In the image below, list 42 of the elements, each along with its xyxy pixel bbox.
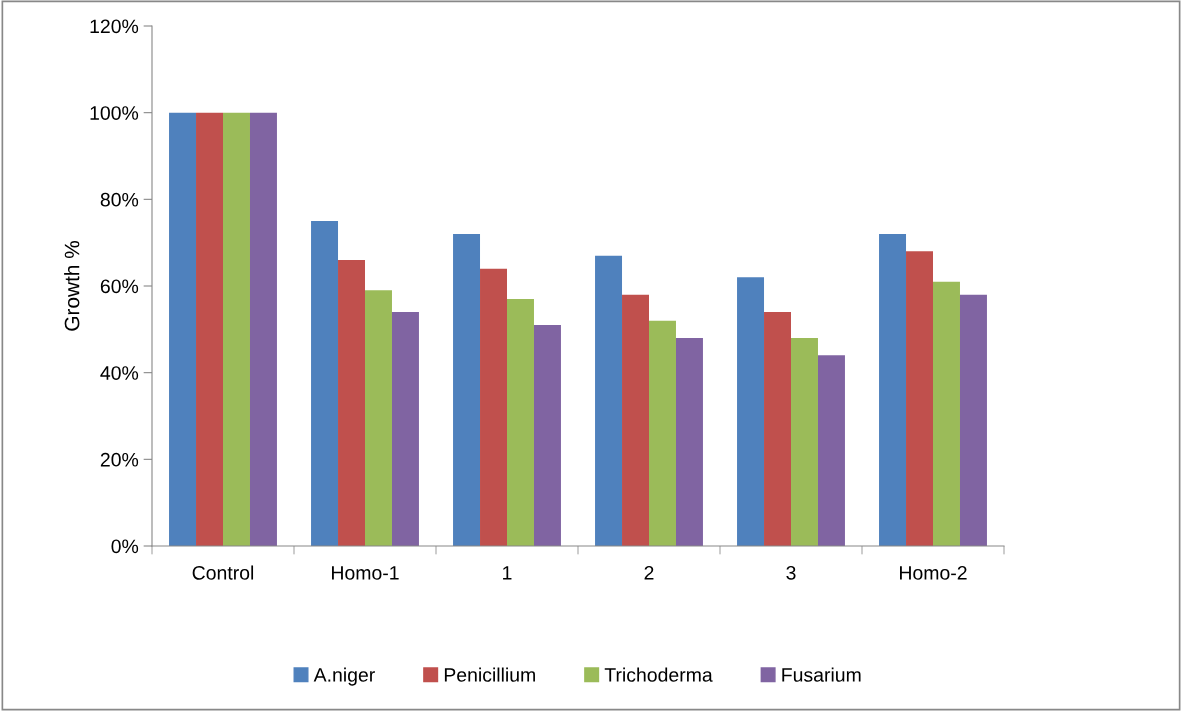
x-tick-label: Control: [192, 565, 254, 580]
y-tick-label: 40%: [100, 366, 139, 380]
legend-label: Fusarium: [782, 667, 861, 682]
y-tick-label: 20%: [100, 452, 139, 467]
bar: [480, 268, 507, 546]
bar: [249, 112, 277, 546]
bar: [959, 294, 987, 546]
bar: [365, 290, 392, 546]
bar: [169, 112, 197, 546]
y-axis-title: Growth %: [64, 241, 80, 331]
y-tick-label: 80%: [100, 192, 139, 207]
bar: [791, 338, 818, 546]
bar: [507, 299, 534, 546]
bar: [764, 312, 791, 546]
bar: [311, 221, 339, 546]
bar: [391, 312, 419, 546]
bar: [933, 281, 960, 546]
x-tick-label: 3: [786, 565, 796, 580]
bar: [196, 112, 223, 546]
x-tick-label: 2: [644, 565, 654, 580]
bar: [622, 294, 649, 546]
bar: [533, 325, 561, 546]
y-tick-label: 0%: [111, 539, 139, 554]
bar: [879, 234, 907, 546]
bar: [595, 255, 623, 546]
bar: [223, 112, 250, 546]
legend-label: Penicillium: [444, 667, 535, 682]
bar: [906, 251, 933, 546]
y-tick-label: 120%: [90, 19, 139, 34]
x-tick-label: Homo-2: [900, 565, 967, 580]
bar: [338, 260, 365, 546]
y-tick-label: 60%: [100, 279, 139, 294]
bar: [453, 234, 481, 546]
bar: [817, 355, 845, 546]
bar: [649, 320, 676, 546]
legend-label: Trichoderma: [604, 667, 713, 682]
bar: [675, 338, 703, 546]
x-tick-label: 1: [503, 566, 512, 580]
y-tick-label: 100%: [90, 106, 139, 120]
legend-label: A.niger: [313, 667, 375, 686]
bar: [737, 277, 765, 546]
x-tick-label: Homo-1: [332, 566, 399, 580]
